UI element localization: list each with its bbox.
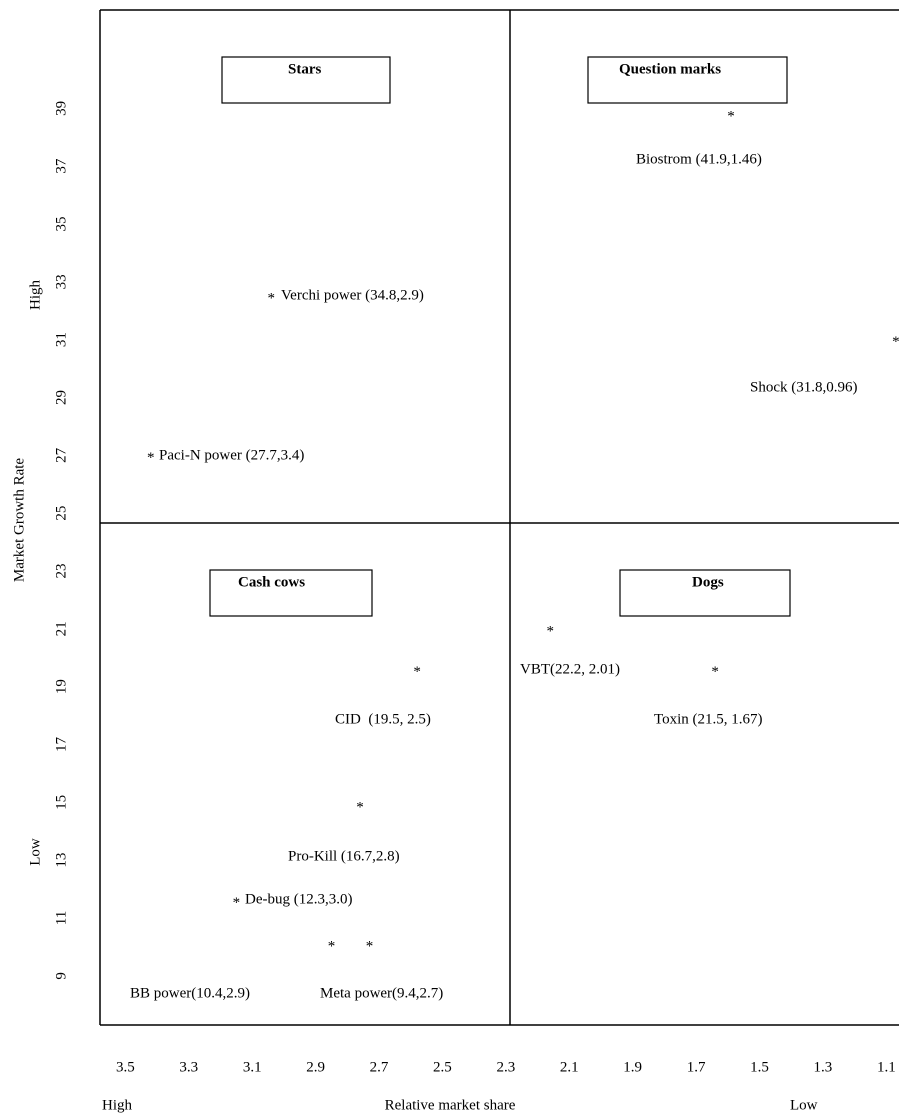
- x-tick-label: 2.9: [306, 1059, 325, 1075]
- quadrant-title: Stars: [288, 61, 321, 77]
- point: *: [546, 623, 554, 639]
- x-tick-label: 3.5: [116, 1059, 135, 1075]
- point-label: Verchi power (34.8,2.9): [281, 287, 424, 303]
- x-tick-label: 1.3: [814, 1059, 833, 1075]
- point: *: [413, 664, 421, 680]
- y-axis-label: Market Growth Rate: [11, 458, 27, 582]
- x-axis-high: High: [102, 1097, 133, 1113]
- quadrant-title: Dogs: [692, 574, 724, 590]
- quadrant-box: [221, 56, 391, 104]
- x-axis-low: Low: [790, 1097, 818, 1113]
- quadrant-title: Cash cows: [238, 574, 305, 590]
- x-tick-label: 2.1: [560, 1059, 579, 1075]
- quadrant-title: Question marks: [619, 61, 721, 77]
- y-tick-label: 19: [53, 679, 69, 694]
- point: *: [727, 109, 735, 125]
- point-label: VBT(22.2, 2.01): [520, 661, 620, 677]
- quadrant-box: [619, 569, 791, 617]
- y-tick-label: 37: [53, 158, 69, 174]
- point: *: [356, 800, 364, 816]
- y-tick-label: 39: [53, 101, 69, 116]
- y-tick-label: 33: [53, 274, 69, 289]
- plot-frame: [99, 9, 899, 1026]
- y-tick-label: 9: [53, 972, 69, 980]
- y-tick-label: 25: [53, 506, 69, 521]
- y-tick-label: 27: [53, 447, 69, 463]
- point: *: [267, 291, 275, 307]
- point-label: Shock (31.8,0.96): [750, 379, 858, 395]
- point-label: Biostrom (41.9,1.46): [636, 151, 762, 167]
- y-axis-high: High: [27, 280, 43, 311]
- y-tick-label: 13: [53, 853, 69, 868]
- x-axis-label: Relative market share: [385, 1097, 516, 1113]
- point: *: [328, 938, 336, 954]
- x-tick-label: 2.3: [496, 1059, 515, 1075]
- x-tick-label: 2.5: [433, 1059, 452, 1075]
- y-tick-label: 35: [53, 216, 69, 231]
- y-tick-label: 15: [53, 795, 69, 810]
- point-label: De-bug (12.3,3.0): [245, 891, 352, 907]
- y-tick-label: 17: [53, 737, 69, 753]
- point-label: Toxin (21.5, 1.67): [654, 711, 763, 727]
- quadrant-box: [587, 56, 788, 104]
- x-tick-label: 3.3: [179, 1059, 198, 1075]
- x-tick-label: 1.1: [877, 1059, 896, 1075]
- point-label: Meta power(9.4,2.7): [320, 985, 443, 1001]
- point: *: [233, 895, 241, 911]
- point: *: [147, 450, 155, 466]
- x-tick-label: 2.7: [370, 1059, 389, 1075]
- quadrant-box: [209, 569, 373, 617]
- point: *: [711, 664, 719, 680]
- x-tick-label: 3.1: [243, 1059, 262, 1075]
- y-tick-label: 11: [53, 911, 69, 925]
- y-tick-label: 31: [53, 332, 69, 347]
- x-tick-label: 1.9: [623, 1059, 642, 1075]
- x-tick-label: 1.7: [687, 1059, 706, 1075]
- point-label: Paci-N power (27.7,3.4): [159, 447, 304, 463]
- y-tick-label: 21: [53, 621, 69, 636]
- y-tick-label: 29: [53, 390, 69, 405]
- point: *: [366, 938, 374, 954]
- y-tick-label: 23: [53, 563, 69, 578]
- x-tick-label: 1.5: [750, 1059, 769, 1075]
- point: *: [892, 334, 899, 350]
- y-axis-low: Low: [27, 838, 43, 866]
- point-label: Pro-Kill (16.7,2.8): [288, 848, 400, 864]
- point-label: CID (19.5, 2.5): [335, 711, 431, 727]
- point-label: BB power(10.4,2.9): [130, 985, 250, 1001]
